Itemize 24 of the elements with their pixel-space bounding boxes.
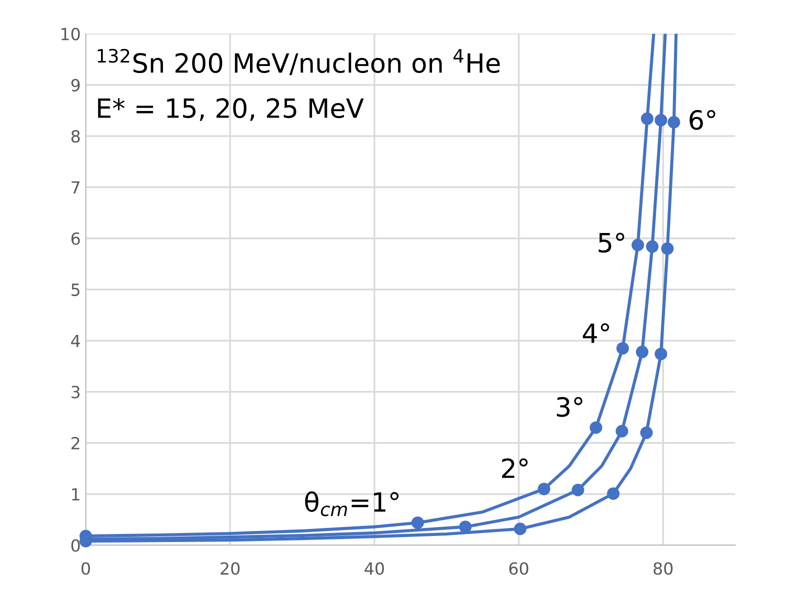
annotation: E* = 15, 20, 25 MeV (98, 98, 364, 121)
annotation: 5° (598, 232, 624, 253)
annotation: 6° (690, 110, 716, 130)
y-tick-label: 1 (72, 488, 80, 500)
x-tick-label: 20 (220, 562, 240, 575)
y-tick-label: 9 (71, 78, 80, 92)
annotation: $^{132}$Sn 200 MeV/nucleon on $^{4}$He (98, 48, 500, 76)
x-tick-label: 60 (509, 562, 528, 575)
y-tick-label: 5 (72, 284, 80, 296)
x-tick-label: 80 (654, 562, 673, 575)
y-tick-label: 0 (71, 539, 80, 552)
x-tick-label: 40 (364, 562, 384, 575)
annotation: 4° (582, 323, 610, 343)
y-tick-label: 6 (71, 232, 80, 245)
y-tick-label: 10 (62, 28, 80, 40)
y-tick-label: 2 (72, 436, 80, 450)
y-tick-label: 8 (71, 130, 80, 143)
y-tick-label: 4 (71, 334, 80, 347)
y-tick-label: 7 (72, 181, 80, 194)
annotation: 2° (502, 458, 528, 478)
annotation: θ$_{cm}$=1° (305, 491, 399, 516)
y-tick-label: 3 (72, 386, 80, 398)
annotation: 3° (556, 396, 582, 417)
x-tick-label: 0 (82, 562, 90, 575)
